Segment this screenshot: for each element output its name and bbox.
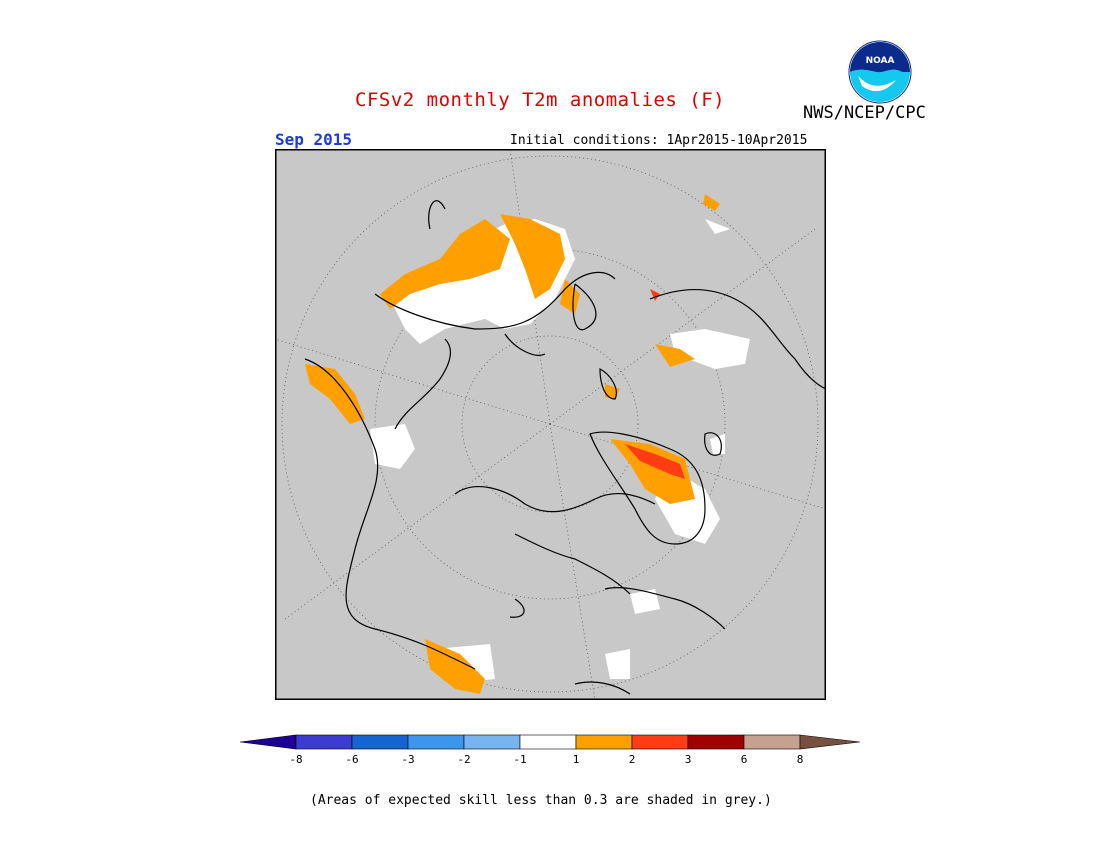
strong-warm-anomaly-regions: [625, 289, 685, 479]
legend-tick-label: -3: [401, 753, 414, 766]
legend-tick-label: 6: [741, 753, 748, 766]
legend-color-box: [687, 734, 745, 750]
legend-tick-label: -8: [289, 753, 302, 766]
noaa-logo-text: NOAA: [866, 56, 895, 66]
legend-color-box: [575, 734, 633, 750]
color-legend: -8 -6 -3 -2 -1 1 2 3 6 8: [240, 734, 860, 766]
legend-tick-label: 8: [797, 753, 804, 766]
legend-color-box: [519, 734, 577, 750]
legend-color-box: [463, 734, 521, 750]
agency-label: NWS/NCEP/CPC: [803, 103, 926, 123]
legend-tick-label: 3: [685, 753, 692, 766]
legend-color-box: [295, 734, 353, 750]
anomaly-map: [275, 149, 826, 700]
legend-tick-label: -1: [513, 753, 526, 766]
initial-conditions-label: Initial conditions: 1Apr2015-10Apr2015: [510, 133, 808, 148]
legend-arrow-high: [799, 734, 860, 750]
legend-color-boxes: [240, 734, 860, 750]
legend-tick-label: -6: [345, 753, 358, 766]
warm-anomaly-regions: [305, 194, 720, 694]
legend-tick-label: -2: [457, 753, 470, 766]
legend-color-box: [631, 734, 689, 750]
legend-color-box: [743, 734, 801, 750]
map-frame: [275, 149, 826, 700]
chart-title: CFSv2 monthly T2m anomalies (F): [355, 89, 726, 111]
legend-color-box: [407, 734, 465, 750]
legend-tick-label: 1: [573, 753, 580, 766]
legend-tick-labels: -8 -6 -3 -2 -1 1 2 3 6 8: [289, 753, 803, 766]
valid-month-label: Sep 2015: [275, 130, 353, 149]
skill-footnote: (Areas of expected skill less than 0.3 a…: [310, 793, 772, 808]
coastlines: [304, 200, 826, 695]
noaa-logo: NOAA: [848, 40, 912, 104]
legend-arrow-low: [240, 734, 297, 750]
legend-tick-label: 2: [629, 753, 636, 766]
legend-color-box: [351, 734, 409, 750]
